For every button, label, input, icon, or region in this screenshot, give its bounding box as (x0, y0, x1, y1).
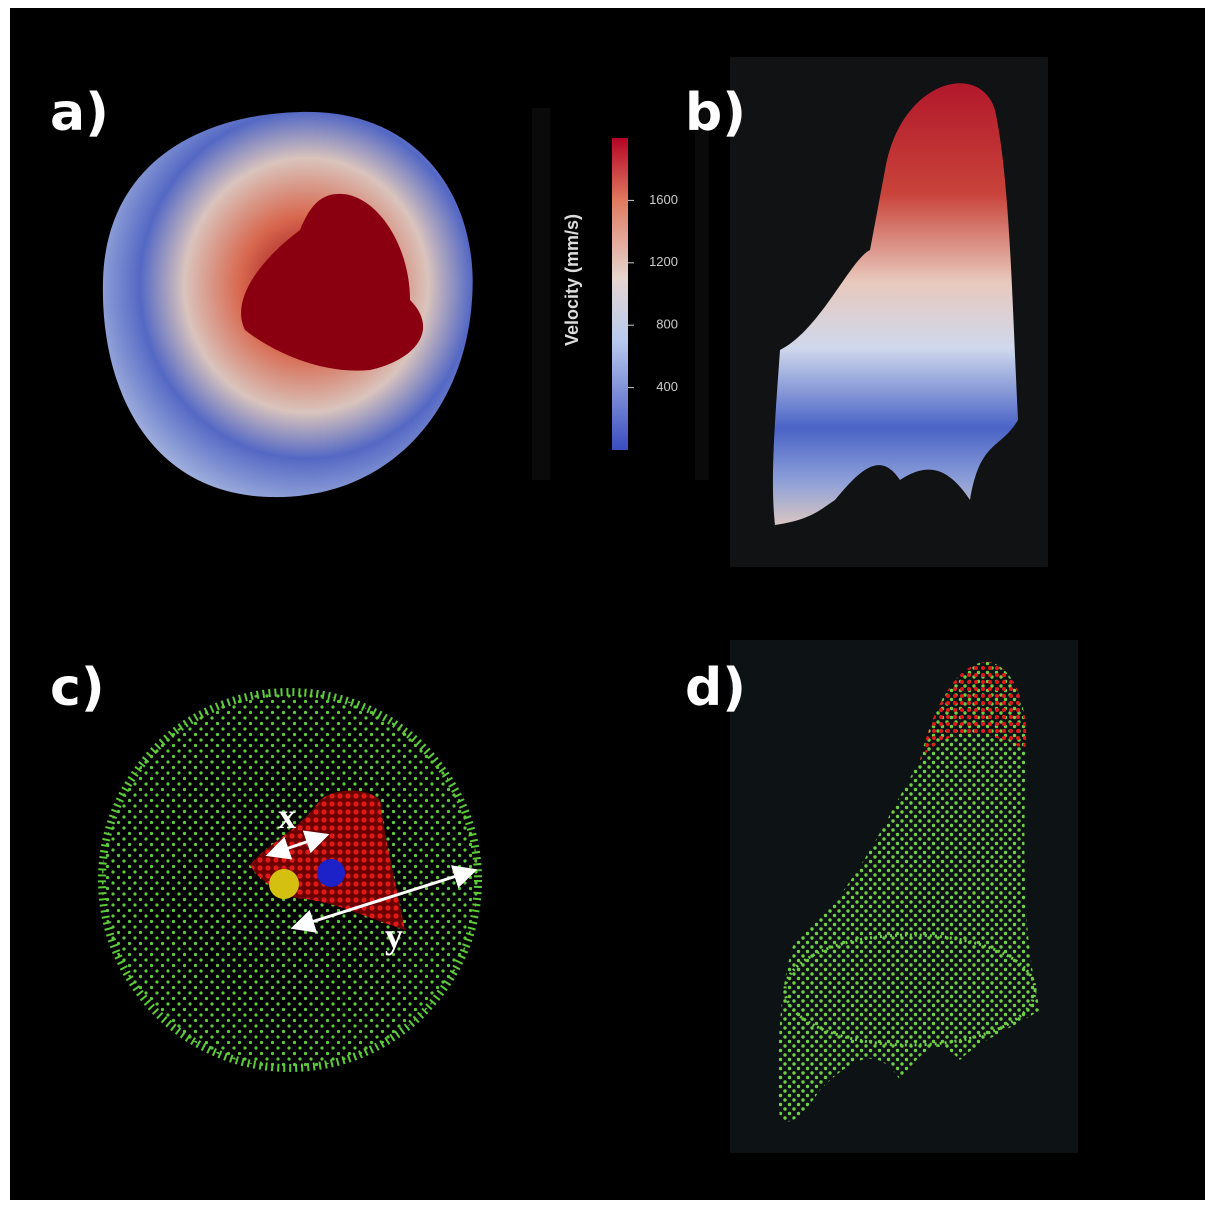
colorbar-title: Velocity (mm/s) (562, 214, 582, 346)
figure: a) Velocity (mm/s) 400 800 1200 1600 b) x y… (0, 0, 1211, 1207)
yellow-particle (269, 869, 299, 899)
colorbar-tick-label: 400 (656, 379, 678, 394)
colorbar-frame (695, 108, 709, 480)
colorbar (612, 138, 628, 450)
panel-label: b) (685, 83, 746, 143)
colorbar-frame (532, 108, 550, 480)
panel-label: d) (685, 658, 746, 718)
annotation: x (278, 796, 296, 836)
colorbar-tick-label: 800 (656, 317, 678, 332)
annotation: y (385, 916, 403, 956)
panel-label: a) (50, 83, 109, 143)
colorbar-tick-label: 1600 (649, 192, 678, 207)
colorbar-tick-label: 1200 (649, 254, 678, 269)
blue-particle (317, 859, 345, 887)
panel-label: c) (50, 658, 105, 718)
